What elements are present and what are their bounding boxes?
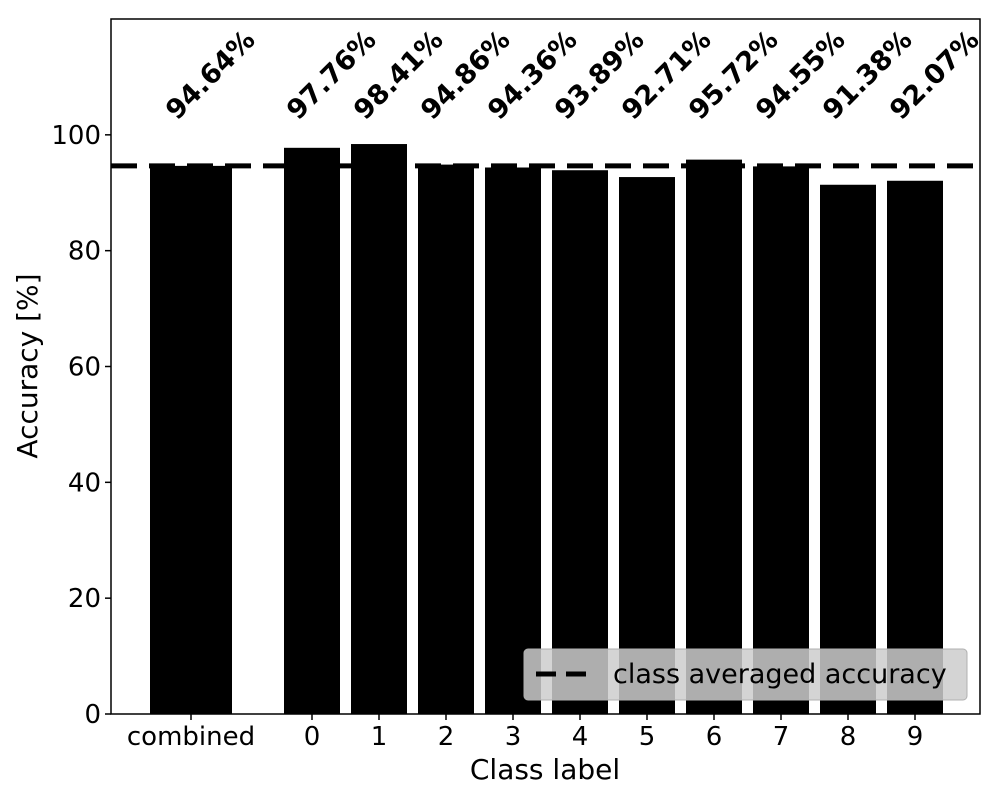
x-tick-label-0: 0 <box>304 722 321 752</box>
bar-4 <box>552 170 608 715</box>
bar-3 <box>485 167 541 714</box>
x-axis: combined 0 1 2 3 4 5 6 7 8 9 <box>127 714 923 752</box>
y-tick-label-60: 60 <box>68 353 101 383</box>
x-tick-label-3: 3 <box>505 722 522 752</box>
bar-combined <box>150 165 232 715</box>
legend-box <box>523 648 968 701</box>
x-tick-label-1: 1 <box>371 722 388 752</box>
x-tick-label-2: 2 <box>438 722 455 752</box>
legend: class averaged accuracy <box>523 648 968 701</box>
y-axis-label: Accuracy [%] <box>11 273 44 458</box>
bar-1 <box>351 144 407 714</box>
x-axis-label: Class label <box>470 753 620 786</box>
y-tick-label-100: 100 <box>51 121 101 151</box>
y-axis: 0 20 40 60 80 100 <box>51 121 111 730</box>
bar-6 <box>686 159 742 714</box>
bars-group <box>150 144 943 715</box>
x-tick-label-5: 5 <box>639 722 656 752</box>
bar-8 <box>820 184 876 714</box>
x-tick-label-8: 8 <box>840 722 857 752</box>
bar-0 <box>284 147 340 715</box>
legend-entry-label: class averaged accuracy <box>613 659 947 690</box>
bar-5 <box>619 177 675 715</box>
x-tick-label-combined: combined <box>127 722 255 752</box>
bar-2 <box>418 164 474 715</box>
bar-9 <box>887 180 943 715</box>
y-tick-label-0: 0 <box>84 700 101 730</box>
y-tick-label-80: 80 <box>68 237 101 267</box>
x-tick-label-7: 7 <box>773 722 790 752</box>
x-tick-label-4: 4 <box>572 722 589 752</box>
x-tick-label-9: 9 <box>907 722 924 752</box>
x-tick-label-6: 6 <box>706 722 723 752</box>
y-tick-label-40: 40 <box>68 468 101 498</box>
y-tick-label-20: 20 <box>68 584 101 614</box>
bar-7 <box>753 166 809 714</box>
